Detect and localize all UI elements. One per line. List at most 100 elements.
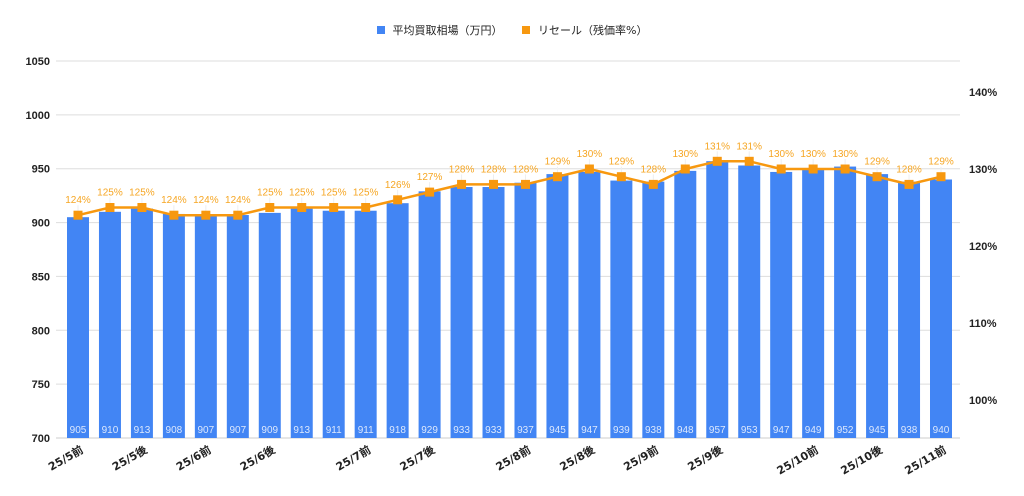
- bar[interactable]: 948: [674, 170, 697, 438]
- line-point[interactable]: 128%: [449, 164, 475, 189]
- line-point[interactable]: 125%: [97, 188, 123, 213]
- line-point[interactable]: 129%: [609, 157, 635, 182]
- bar[interactable]: 911: [354, 210, 377, 438]
- line-point[interactable]: 130%: [577, 149, 603, 174]
- line-point[interactable]: 130%: [768, 149, 794, 174]
- gridlines: [56, 60, 960, 439]
- bar[interactable]: 937: [514, 182, 537, 438]
- legend-label-buyback-price: 平均買取相場（万円）: [392, 24, 503, 37]
- line-point[interactable]: 129%: [864, 157, 890, 182]
- line-value-label: 125%: [353, 188, 379, 199]
- x-axis-tick: 25/7前: [333, 442, 373, 473]
- bar[interactable]: 908: [162, 213, 185, 438]
- bar-value-label: 929: [421, 425, 438, 436]
- right-axis-tick: 120%: [969, 241, 997, 253]
- line-value-label: 130%: [800, 149, 826, 160]
- bar[interactable]: 938: [642, 181, 665, 438]
- line-point[interactable]: 128%: [896, 164, 922, 189]
- left-axis-tick: 1000: [26, 110, 50, 122]
- line-value-label: 125%: [289, 188, 315, 199]
- legend-item-buyback-price[interactable]: 平均買取相場（万円）: [376, 22, 503, 38]
- bar-value-label: 918: [389, 425, 406, 436]
- line-value-label: 130%: [768, 149, 794, 160]
- line-point[interactable]: 125%: [129, 188, 155, 213]
- bar-value-label: 952: [837, 425, 854, 436]
- bar-value-label: 937: [517, 425, 534, 436]
- bar-value-label: 911: [358, 425, 374, 436]
- line-value-label: 131%: [704, 141, 730, 152]
- left-axis-tick: 1050: [26, 56, 50, 68]
- line-point[interactable]: 130%: [832, 149, 858, 174]
- legend-swatch-bar: [376, 26, 385, 34]
- left-axis-tick: 750: [32, 379, 50, 391]
- bar[interactable]: 938: [898, 181, 921, 438]
- line-point[interactable]: 130%: [800, 149, 826, 174]
- right-axis-tick: 130%: [969, 164, 997, 176]
- line-point[interactable]: 124%: [161, 195, 187, 220]
- line-value-label: 128%: [513, 164, 539, 175]
- bar-value-label: 948: [677, 425, 694, 436]
- bar[interactable]: 952: [834, 166, 857, 438]
- line-value-label: 128%: [896, 164, 922, 175]
- bar[interactable]: 929: [418, 191, 441, 438]
- x-axis-tick: 25/8前: [493, 442, 533, 473]
- bar[interactable]: 939: [610, 180, 633, 438]
- line-point[interactable]: 125%: [353, 188, 379, 213]
- bar[interactable]: 947: [578, 171, 601, 438]
- bar[interactable]: 933: [482, 187, 505, 438]
- line-value-label: 128%: [481, 164, 507, 175]
- bar-value-label: 940: [933, 425, 950, 436]
- line-point[interactable]: 131%: [704, 141, 730, 166]
- bar[interactable]: 918: [386, 203, 409, 438]
- line-point[interactable]: 125%: [257, 188, 283, 213]
- line-point[interactable]: 128%: [641, 164, 667, 189]
- bar-value-label: 907: [198, 425, 215, 436]
- bar[interactable]: 945: [866, 174, 889, 438]
- bar[interactable]: 949: [802, 169, 825, 438]
- line-point[interactable]: 125%: [289, 188, 315, 213]
- line-point[interactable]: 131%: [736, 141, 762, 166]
- bar[interactable]: 957: [706, 161, 729, 438]
- x-axis-tick: 25/11前: [902, 442, 949, 477]
- bar[interactable]: 911: [322, 210, 345, 438]
- line-point[interactable]: 124%: [225, 195, 251, 220]
- bar[interactable]: 909: [258, 212, 281, 438]
- legend-item-resale-rate[interactable]: リセール（残価率%）: [522, 22, 647, 38]
- left-axis-tick: 850: [32, 271, 50, 283]
- bar[interactable]: 953: [738, 165, 761, 439]
- bar-value-label: 947: [581, 425, 598, 436]
- bar[interactable]: 907: [194, 215, 217, 438]
- left-axis-tick: 700: [32, 433, 50, 445]
- line-value-label: 128%: [449, 164, 475, 175]
- bar[interactable]: 910: [98, 211, 121, 438]
- bar[interactable]: 947: [770, 171, 793, 438]
- bar-value-label: 947: [773, 425, 790, 436]
- line-point[interactable]: 124%: [65, 195, 91, 220]
- line-point[interactable]: 127%: [417, 172, 443, 197]
- bar-value-label: 945: [549, 425, 566, 436]
- line-point[interactable]: 125%: [321, 188, 347, 213]
- line-point[interactable]: 128%: [481, 164, 507, 189]
- line-point[interactable]: 129%: [545, 157, 571, 182]
- bar[interactable]: 945: [546, 174, 569, 438]
- line-value-label: 130%: [577, 149, 603, 160]
- bar[interactable]: 913: [130, 208, 153, 438]
- line-value-label: 130%: [673, 149, 699, 160]
- line-value-label: 129%: [864, 157, 890, 168]
- bar[interactable]: 940: [930, 179, 952, 438]
- bar[interactable]: 907: [226, 215, 249, 438]
- right-axis-tick: 110%: [969, 318, 997, 330]
- line-point[interactable]: 124%: [193, 195, 219, 220]
- bar[interactable]: 905: [67, 217, 89, 438]
- bar-value-label: 907: [229, 425, 246, 436]
- right-axis-tick: 100%: [969, 395, 997, 407]
- line-value-label: 127%: [417, 172, 443, 183]
- line-point[interactable]: 129%: [928, 157, 954, 182]
- bar[interactable]: 933: [450, 187, 473, 438]
- line-point[interactable]: 128%: [513, 164, 539, 189]
- line-point[interactable]: 126%: [385, 180, 411, 205]
- line-series-resale-rate: 124% 125% 125% 124% 124% 124% 125% 125% 125% 125%…: [65, 141, 954, 220]
- bar[interactable]: 913: [290, 208, 313, 438]
- line-point[interactable]: 130%: [673, 149, 699, 174]
